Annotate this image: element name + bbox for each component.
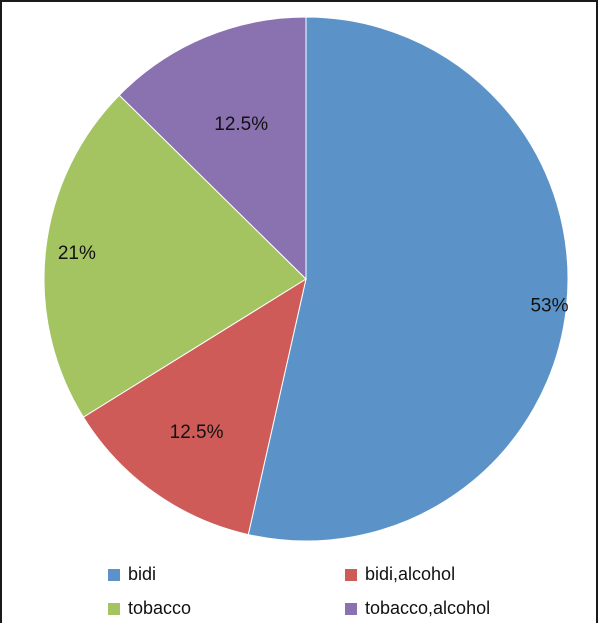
legend-swatch-bidi-alcohol: [345, 568, 357, 581]
slice-label-tobacco-alcohol: 12.5%: [214, 114, 268, 135]
legend-item-bidi: bidi: [108, 564, 156, 585]
pie-slice-bidi: [247, 16, 569, 542]
slice-label-bidi: 53%: [530, 296, 568, 317]
pie-slice-bidi-alcohol: [82, 277, 307, 536]
pie-slice-tobacco-alcohol: [118, 16, 307, 281]
legend-item-bidi-alcohol: bidi,alcohol: [345, 564, 455, 585]
legend-label-tobacco: tobacco: [128, 598, 192, 618]
legend-swatch-tobacco-alcohol: [345, 602, 357, 615]
legend-swatch-bidi: [108, 568, 120, 581]
legend: bidi bidi,alcohol tobacco tobacco,alcoho…: [0, 556, 600, 623]
slice-label-tobacco: 21%: [58, 243, 96, 264]
legend-label-bidi-alcohol: bidi,alcohol: [365, 564, 456, 584]
legend-item-tobacco: tobacco: [108, 598, 191, 619]
legend-swatch-tobacco: [108, 602, 120, 615]
pie-chart: 53% 12.5% 21% 12.5%: [43, 16, 569, 542]
slice-label-bidi-alcohol: 12.5%: [170, 422, 224, 443]
legend-item-tobacco-alcohol: tobacco,alcohol: [345, 598, 490, 619]
legend-label-bidi: bidi: [128, 564, 157, 584]
pie-slice-tobacco: [43, 94, 307, 418]
legend-label-tobacco-alcohol: tobacco,alcohol: [365, 598, 491, 618]
